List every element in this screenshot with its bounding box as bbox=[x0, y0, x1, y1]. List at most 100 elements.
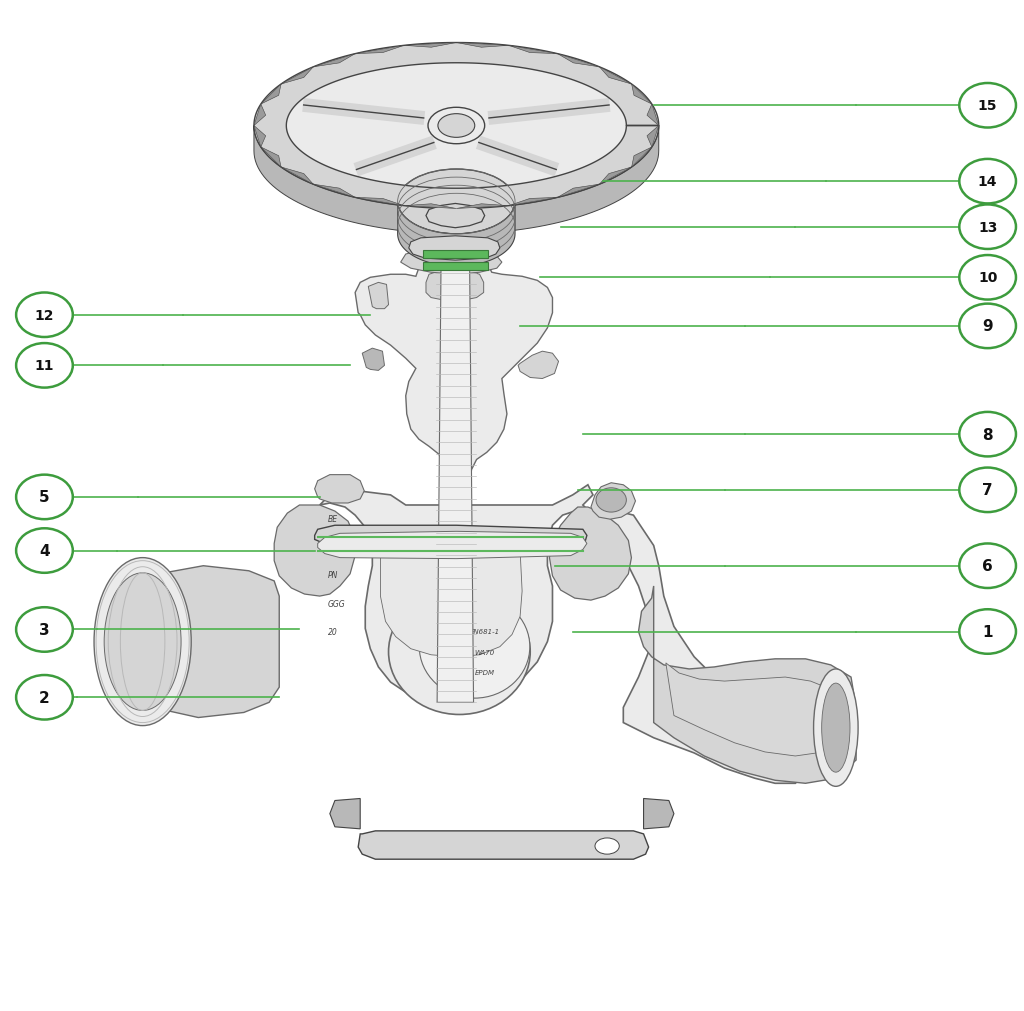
Polygon shape bbox=[599, 68, 632, 85]
Polygon shape bbox=[281, 68, 313, 85]
Polygon shape bbox=[330, 799, 360, 829]
Ellipse shape bbox=[16, 675, 73, 720]
Polygon shape bbox=[254, 43, 658, 209]
Text: 1: 1 bbox=[982, 625, 993, 639]
Polygon shape bbox=[403, 204, 457, 209]
Polygon shape bbox=[409, 237, 500, 261]
Ellipse shape bbox=[388, 589, 530, 715]
Polygon shape bbox=[381, 551, 522, 657]
Polygon shape bbox=[403, 43, 457, 49]
Polygon shape bbox=[557, 185, 599, 198]
Text: 20: 20 bbox=[328, 628, 338, 636]
Ellipse shape bbox=[959, 304, 1016, 349]
Ellipse shape bbox=[959, 468, 1016, 513]
Ellipse shape bbox=[595, 838, 620, 854]
Polygon shape bbox=[557, 55, 599, 68]
Polygon shape bbox=[313, 55, 355, 68]
Ellipse shape bbox=[959, 205, 1016, 250]
Ellipse shape bbox=[104, 573, 181, 711]
Text: 12: 12 bbox=[35, 308, 54, 323]
Polygon shape bbox=[647, 105, 658, 126]
Ellipse shape bbox=[94, 558, 191, 726]
Ellipse shape bbox=[596, 488, 627, 513]
Polygon shape bbox=[313, 185, 355, 198]
Polygon shape bbox=[518, 352, 558, 379]
Polygon shape bbox=[261, 85, 281, 105]
Polygon shape bbox=[355, 258, 553, 500]
Ellipse shape bbox=[16, 608, 73, 652]
Polygon shape bbox=[358, 831, 648, 859]
Ellipse shape bbox=[438, 114, 475, 139]
Ellipse shape bbox=[16, 344, 73, 388]
Ellipse shape bbox=[959, 84, 1016, 128]
Polygon shape bbox=[436, 223, 474, 252]
Polygon shape bbox=[643, 799, 674, 829]
Polygon shape bbox=[632, 148, 652, 168]
Text: 14: 14 bbox=[978, 175, 997, 189]
Text: 7: 7 bbox=[982, 483, 993, 497]
Ellipse shape bbox=[287, 64, 627, 189]
Polygon shape bbox=[362, 349, 384, 371]
Polygon shape bbox=[666, 663, 841, 756]
Polygon shape bbox=[423, 263, 487, 271]
Text: BE: BE bbox=[328, 515, 338, 523]
Ellipse shape bbox=[428, 108, 484, 145]
Polygon shape bbox=[261, 148, 281, 168]
Polygon shape bbox=[254, 105, 265, 126]
Polygon shape bbox=[550, 508, 632, 601]
Text: EN681-1: EN681-1 bbox=[470, 629, 500, 635]
Ellipse shape bbox=[16, 475, 73, 520]
Ellipse shape bbox=[959, 160, 1016, 204]
Text: WA70: WA70 bbox=[474, 649, 495, 655]
Text: DN: DN bbox=[328, 543, 339, 551]
Polygon shape bbox=[317, 532, 587, 559]
Text: 10: 10 bbox=[978, 271, 997, 285]
Polygon shape bbox=[319, 485, 806, 784]
Polygon shape bbox=[400, 248, 502, 275]
Polygon shape bbox=[254, 126, 265, 148]
Text: 8: 8 bbox=[982, 428, 993, 442]
Text: GGG: GGG bbox=[328, 600, 345, 608]
Polygon shape bbox=[423, 251, 487, 259]
Text: 2: 2 bbox=[39, 691, 50, 705]
Polygon shape bbox=[281, 168, 313, 185]
Polygon shape bbox=[426, 271, 483, 301]
Ellipse shape bbox=[397, 170, 515, 235]
Polygon shape bbox=[314, 526, 587, 549]
Ellipse shape bbox=[959, 256, 1016, 300]
Polygon shape bbox=[632, 85, 652, 105]
Ellipse shape bbox=[16, 529, 73, 573]
Polygon shape bbox=[457, 204, 509, 209]
Polygon shape bbox=[397, 202, 515, 267]
Polygon shape bbox=[274, 506, 355, 596]
Text: 6: 6 bbox=[982, 559, 993, 573]
Polygon shape bbox=[127, 566, 280, 718]
Ellipse shape bbox=[814, 669, 858, 787]
Polygon shape bbox=[509, 198, 557, 206]
Polygon shape bbox=[314, 475, 365, 503]
Polygon shape bbox=[254, 126, 658, 235]
Ellipse shape bbox=[959, 610, 1016, 654]
Text: 5: 5 bbox=[39, 490, 50, 504]
Text: 13: 13 bbox=[978, 220, 997, 235]
Text: 4: 4 bbox=[39, 544, 50, 558]
Polygon shape bbox=[426, 204, 484, 228]
Polygon shape bbox=[355, 47, 403, 55]
Text: PN: PN bbox=[328, 571, 338, 579]
Polygon shape bbox=[369, 283, 388, 309]
Ellipse shape bbox=[959, 412, 1016, 457]
Text: 15: 15 bbox=[978, 99, 997, 113]
Polygon shape bbox=[509, 47, 557, 55]
Polygon shape bbox=[599, 168, 632, 185]
Polygon shape bbox=[457, 43, 509, 49]
Ellipse shape bbox=[16, 293, 73, 338]
Text: 11: 11 bbox=[35, 359, 54, 373]
Polygon shape bbox=[437, 251, 473, 703]
Polygon shape bbox=[355, 198, 403, 206]
Polygon shape bbox=[591, 483, 636, 520]
Ellipse shape bbox=[959, 544, 1016, 588]
Ellipse shape bbox=[419, 595, 529, 699]
Text: 9: 9 bbox=[982, 319, 993, 334]
Polygon shape bbox=[639, 586, 856, 784]
Ellipse shape bbox=[821, 683, 850, 772]
